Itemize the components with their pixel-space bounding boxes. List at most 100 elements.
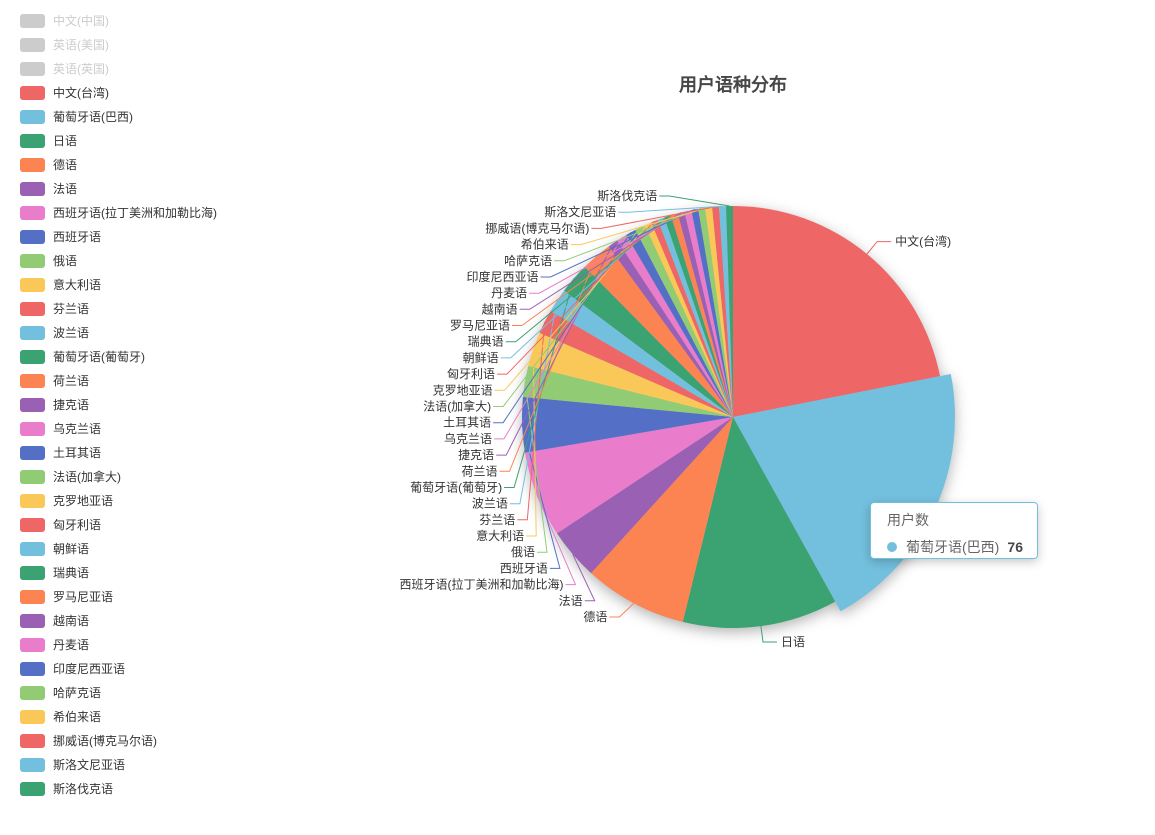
pie-slice-label: 斯洛伐克语 — [597, 188, 657, 203]
legend-item[interactable]: 罗马尼亚语 — [20, 585, 217, 609]
pie-slice[interactable] — [684, 210, 733, 417]
pie-slice[interactable] — [528, 332, 733, 417]
pie-slice[interactable] — [733, 206, 941, 417]
legend-item[interactable]: 西班牙语(拉丁美洲和加勒比海) — [20, 201, 217, 225]
legend-marker-icon — [20, 254, 45, 268]
pie-slice[interactable] — [525, 417, 733, 534]
pie-slice[interactable] — [664, 215, 733, 417]
legend-item[interactable]: 英语(美国) — [20, 33, 217, 57]
label-leader-line — [866, 241, 892, 255]
label-leader-line — [659, 195, 730, 207]
legend-item[interactable]: 芬兰语 — [20, 297, 217, 321]
legend-item-label: 西班牙语 — [53, 230, 102, 244]
legend-item[interactable]: 日语 — [20, 129, 217, 153]
label-leader-line — [512, 213, 675, 326]
legend-marker-icon — [20, 686, 45, 700]
pie-slice[interactable] — [705, 207, 733, 417]
pie-slice[interactable] — [591, 417, 733, 622]
pie-slice-label: 日语 — [781, 635, 805, 649]
pie-slice[interactable] — [522, 365, 733, 417]
legend-item[interactable]: 越南语 — [20, 609, 217, 633]
pie-slice[interactable] — [677, 211, 733, 417]
legend-marker-icon — [20, 374, 45, 388]
legend-item-label: 印度尼西亚语 — [53, 662, 126, 676]
pie-slice[interactable] — [635, 225, 733, 417]
legend-marker-icon — [20, 398, 45, 412]
legend-item-label: 波兰语 — [53, 326, 90, 340]
legend-item[interactable]: 克罗地亚语 — [20, 489, 217, 513]
legend-item-label: 匈牙利语 — [53, 518, 102, 532]
pie-slice[interactable] — [712, 206, 733, 417]
legend-item[interactable]: 朝鲜语 — [20, 537, 217, 561]
pie-slice-label: 罗马尼亚语 — [450, 319, 510, 333]
legend-item[interactable]: 丹麦语 — [20, 633, 217, 657]
legend-marker-icon — [20, 206, 45, 220]
pie-slice[interactable] — [691, 208, 733, 417]
pie-slice[interactable] — [584, 246, 733, 418]
legend-item[interactable]: 德语 — [20, 153, 217, 177]
legend-item[interactable]: 捷克语 — [20, 393, 217, 417]
legend-marker-icon — [20, 494, 45, 508]
pie-slice[interactable] — [657, 217, 733, 417]
tooltip-item-name: 葡萄牙语(巴西) — [906, 539, 1000, 555]
pie-slice-label: 荷兰语 — [461, 464, 497, 478]
legend-item[interactable]: 荷兰语 — [20, 369, 217, 393]
legend-item[interactable]: 葡萄牙语(巴西) — [20, 105, 217, 129]
legend-item[interactable]: 乌克兰语 — [20, 417, 217, 441]
legend-item[interactable]: 葡萄牙语(葡萄牙) — [20, 345, 217, 369]
legend-item[interactable]: 瑞典语 — [20, 561, 217, 585]
legend-item[interactable]: 土耳其语 — [20, 441, 217, 465]
pie-slice[interactable] — [670, 213, 733, 417]
chart-title: 用户语种分布 — [679, 75, 787, 95]
pie-slice[interactable] — [564, 266, 733, 417]
legend-item[interactable]: 哈萨克语 — [20, 681, 217, 705]
legend-item-label: 越南语 — [53, 614, 90, 628]
pie-slice-label: 意大利语 — [476, 528, 524, 543]
legend-item-label: 西班牙语(拉丁美洲和加勒比海) — [53, 206, 217, 220]
pie-slice[interactable] — [617, 235, 733, 417]
legend-item[interactable]: 英语(英国) — [20, 57, 217, 81]
legend-item-label: 英语(美国) — [53, 38, 109, 52]
pie-slice[interactable] — [539, 311, 733, 417]
legend-item[interactable]: 法语 — [20, 177, 217, 201]
pie-slice-label: 匈牙利语 — [447, 367, 495, 381]
legend-item[interactable]: 意大利语 — [20, 273, 217, 297]
legend-item[interactable]: 波兰语 — [20, 321, 217, 345]
pie-slice-label: 德语 — [583, 609, 607, 624]
legend-item[interactable]: 印度尼西亚语 — [20, 657, 217, 681]
legend-item-label: 英语(英国) — [53, 62, 109, 76]
pie-slice-label: 法语 — [559, 594, 583, 608]
pie-slice[interactable] — [719, 206, 733, 417]
pie-slice[interactable] — [522, 396, 733, 453]
legend-marker-icon — [20, 710, 45, 724]
legend-item[interactable]: 中文(中国) — [20, 9, 217, 33]
legend-item[interactable]: 中文(台湾) — [20, 81, 217, 105]
legend-item[interactable]: 斯洛文尼亚语 — [20, 753, 217, 777]
pie-slice[interactable] — [608, 240, 733, 417]
legend-item[interactable]: 法语(加拿大) — [20, 465, 217, 489]
pie-slice[interactable] — [726, 206, 733, 417]
pie-slice[interactable] — [682, 417, 836, 628]
pie-slice[interactable] — [550, 290, 733, 417]
legend-item[interactable]: 希伯来语 — [20, 705, 217, 729]
label-leader-line — [509, 300, 558, 505]
legend-item-label: 瑞典语 — [53, 566, 90, 580]
legend-item[interactable]: 匈牙利语 — [20, 513, 217, 537]
legend-item[interactable]: 西班牙语 — [20, 225, 217, 249]
legend-item[interactable]: 斯洛伐克语 — [20, 777, 217, 801]
pie-slice[interactable] — [644, 222, 733, 417]
legend-item[interactable]: 俄语 — [20, 249, 217, 273]
pie-slice[interactable] — [626, 229, 733, 417]
pie-slice[interactable] — [651, 219, 733, 417]
legend-marker-icon — [20, 758, 45, 772]
legend-marker-icon — [20, 638, 45, 652]
pie-slices-group — [522, 206, 955, 628]
pie-slice[interactable] — [698, 207, 733, 417]
label-leader-line — [499, 256, 597, 472]
label-leader-line — [497, 220, 655, 375]
pie-slice[interactable] — [557, 417, 733, 574]
legend-item[interactable]: 挪威语(博克马尔语) — [20, 729, 217, 753]
legend-item-label: 斯洛文尼亚语 — [53, 758, 126, 772]
